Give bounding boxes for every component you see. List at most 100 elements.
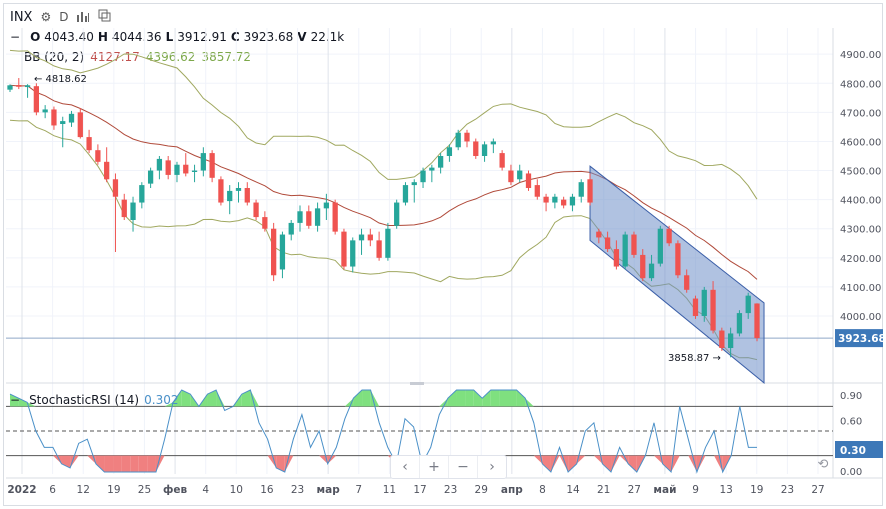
candle bbox=[112, 173, 119, 252]
candle bbox=[517, 164, 523, 183]
time-tick-label: 27 bbox=[628, 484, 641, 496]
scroll-right-button[interactable]: › bbox=[489, 459, 495, 475]
candle-body bbox=[411, 182, 417, 186]
low-value: 3912.91 bbox=[177, 30, 227, 44]
zoom-out-button[interactable]: − bbox=[449, 456, 478, 478]
stoch-oversold-fill bbox=[671, 455, 680, 472]
candle bbox=[394, 199, 400, 229]
candle-body bbox=[112, 179, 119, 197]
low-label: L bbox=[165, 30, 174, 44]
bar-chart-icon[interactable] bbox=[76, 10, 90, 25]
candle-body bbox=[499, 153, 505, 168]
chart-grid bbox=[6, 28, 883, 479]
compare-icon[interactable] bbox=[98, 9, 111, 25]
collapse-legend-button[interactable]: − bbox=[10, 30, 21, 44]
candle-body bbox=[437, 156, 444, 168]
candle-body bbox=[235, 188, 242, 191]
gear-icon[interactable]: ⚙ bbox=[40, 10, 52, 24]
candle bbox=[86, 129, 92, 154]
stoch-overbought-fill bbox=[173, 390, 182, 407]
stoch-oversold-fill bbox=[130, 455, 139, 472]
candle bbox=[77, 108, 83, 139]
candle bbox=[306, 205, 312, 229]
candle-body bbox=[719, 330, 725, 348]
candle bbox=[613, 240, 620, 270]
time-tick-label: 4 bbox=[202, 484, 209, 496]
candle-body bbox=[104, 161, 110, 180]
candle-body bbox=[525, 173, 532, 188]
candle-body bbox=[552, 196, 558, 203]
candle-body bbox=[121, 199, 127, 218]
stoch-overbought-fill bbox=[164, 402, 174, 407]
time-tick-label: 16 bbox=[260, 484, 274, 496]
price-tick-label: 4700.00 bbox=[840, 108, 881, 119]
candle-body bbox=[701, 289, 707, 316]
stoch-overbought-fill bbox=[490, 390, 500, 407]
candle-body bbox=[481, 144, 488, 156]
candle bbox=[147, 167, 154, 188]
time-tick-label: фев bbox=[163, 484, 188, 496]
candle-body bbox=[147, 170, 154, 184]
stoch-overbought-fill bbox=[370, 390, 380, 407]
zoom-in-button[interactable]: + bbox=[420, 456, 449, 478]
candle bbox=[604, 231, 611, 252]
candle bbox=[314, 202, 321, 232]
candle bbox=[33, 83, 40, 116]
candle bbox=[569, 193, 576, 212]
time-tick-label: 6 bbox=[49, 484, 56, 496]
interval-label[interactable]: D bbox=[59, 10, 69, 24]
reset-chart-button[interactable]: ⟲ bbox=[817, 457, 829, 472]
candle bbox=[358, 228, 365, 255]
candle-body bbox=[218, 179, 224, 203]
candle-body bbox=[165, 160, 171, 175]
candle-body bbox=[684, 275, 690, 290]
candles bbox=[7, 78, 760, 358]
candle-body bbox=[657, 228, 663, 264]
stoch-overbought-fill bbox=[362, 390, 371, 407]
candle bbox=[24, 84, 31, 98]
candle bbox=[174, 161, 180, 183]
stoch-oversold-fill bbox=[95, 455, 105, 472]
candle bbox=[640, 249, 646, 282]
candle-body bbox=[402, 185, 409, 203]
collapse-stoch-button[interactable]: − bbox=[10, 393, 21, 407]
candle bbox=[490, 138, 496, 154]
candle bbox=[499, 150, 505, 171]
scroll-left-button[interactable]: ‹ bbox=[391, 456, 420, 478]
stoch-legend: − StochasticRSI (14) 0.302 bbox=[10, 393, 178, 407]
symbol-label[interactable]: INX bbox=[10, 9, 33, 25]
candle bbox=[525, 170, 532, 191]
candle bbox=[253, 199, 259, 220]
price-tick-label: 4400.00 bbox=[840, 196, 881, 207]
candle-body bbox=[7, 85, 13, 90]
candle-body bbox=[24, 85, 31, 88]
candle-body bbox=[68, 113, 75, 123]
candle bbox=[121, 193, 127, 220]
candle-body bbox=[191, 170, 198, 172]
bb-label[interactable]: BB (20, 2) bbox=[24, 50, 85, 64]
stoch-oversold-fill bbox=[559, 455, 569, 472]
candle bbox=[446, 144, 453, 162]
stoch-oversold-fill bbox=[628, 455, 637, 472]
stoch-oversold-fill bbox=[104, 455, 114, 472]
bb-mid-line bbox=[9, 84, 758, 280]
candle bbox=[227, 185, 233, 215]
candle-body bbox=[745, 295, 751, 314]
stoch-label[interactable]: StochasticRSI (14) bbox=[29, 393, 140, 407]
candle bbox=[578, 179, 584, 203]
time-tick-label: мар bbox=[317, 484, 341, 496]
time-tick-label: май bbox=[653, 484, 676, 496]
candle-body bbox=[631, 234, 637, 255]
candle bbox=[481, 141, 488, 162]
candle-body bbox=[77, 112, 83, 138]
candle-body bbox=[323, 202, 330, 209]
candle-body bbox=[394, 202, 400, 226]
time-tick-label: 17 bbox=[413, 484, 426, 496]
candle-body bbox=[446, 147, 453, 156]
stoch-tick-label: 0.90 bbox=[840, 391, 862, 402]
stoch-oversold-fill bbox=[611, 455, 620, 472]
candle-body bbox=[710, 289, 716, 331]
candle bbox=[104, 147, 110, 183]
candle bbox=[235, 182, 242, 203]
